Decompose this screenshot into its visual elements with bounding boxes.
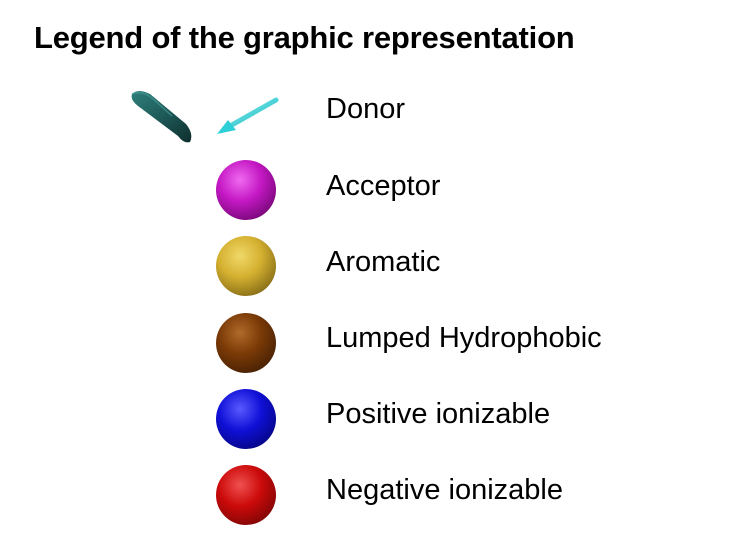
legend-label-aromatic: Aromatic <box>326 246 441 278</box>
legend-label-positive-ionizable: Positive ionizable <box>326 398 551 430</box>
hydrophobic-sphere-icon <box>216 313 276 373</box>
legend-title: Legend of the graphic representation <box>34 20 575 55</box>
donor-arrow-icon <box>131 91 279 143</box>
aromatic-sphere-icon <box>216 236 276 296</box>
legend-label-negative-ionizable: Negative ionizable <box>326 474 563 506</box>
positive-ionizable-sphere-icon <box>216 389 276 449</box>
negative-ionizable-sphere-icon <box>216 465 276 525</box>
legend-label-acceptor: Acceptor <box>326 170 441 202</box>
legend-label-donor: Donor <box>326 93 405 125</box>
acceptor-sphere-icon <box>216 160 276 220</box>
legend-label-lumped-hydrophobic: Lumped Hydrophobic <box>326 322 602 354</box>
